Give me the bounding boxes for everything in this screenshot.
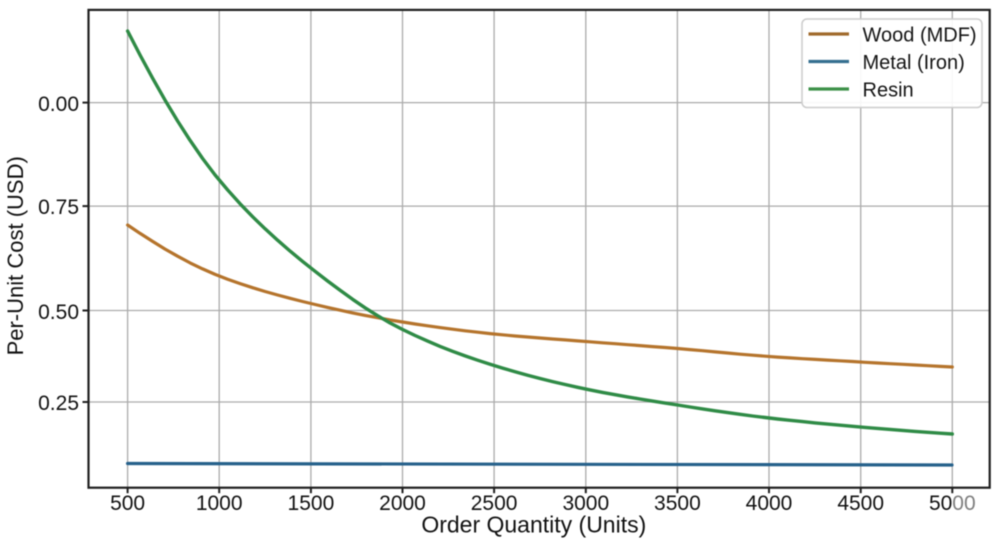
svg-text:0.00: 0.00 (38, 93, 79, 116)
svg-text:Order Quantity (Units): Order Quantity (Units) (421, 512, 646, 538)
svg-text:Wood (MDF): Wood (MDF) (863, 24, 977, 46)
svg-text:500: 500 (110, 492, 145, 515)
svg-text:0.25: 0.25 (38, 392, 79, 415)
svg-text:3500: 3500 (654, 492, 701, 515)
svg-text:Resin: Resin (863, 79, 914, 101)
svg-text:2000: 2000 (379, 492, 426, 515)
svg-text:5000: 5000 (929, 492, 976, 515)
svg-text:0.50: 0.50 (38, 301, 79, 324)
svg-text:0.75: 0.75 (38, 196, 79, 219)
svg-text:4500: 4500 (837, 492, 884, 515)
svg-text:2500: 2500 (471, 492, 518, 515)
svg-text:Per-Unit Cost (USD): Per-Unit Cost (USD) (3, 156, 28, 355)
svg-text:1500: 1500 (288, 492, 335, 515)
svg-text:3000: 3000 (562, 492, 609, 515)
svg-text:1000: 1000 (196, 492, 243, 515)
svg-text:4000: 4000 (746, 492, 793, 515)
svg-text:Metal (Iron): Metal (Iron) (863, 52, 965, 74)
